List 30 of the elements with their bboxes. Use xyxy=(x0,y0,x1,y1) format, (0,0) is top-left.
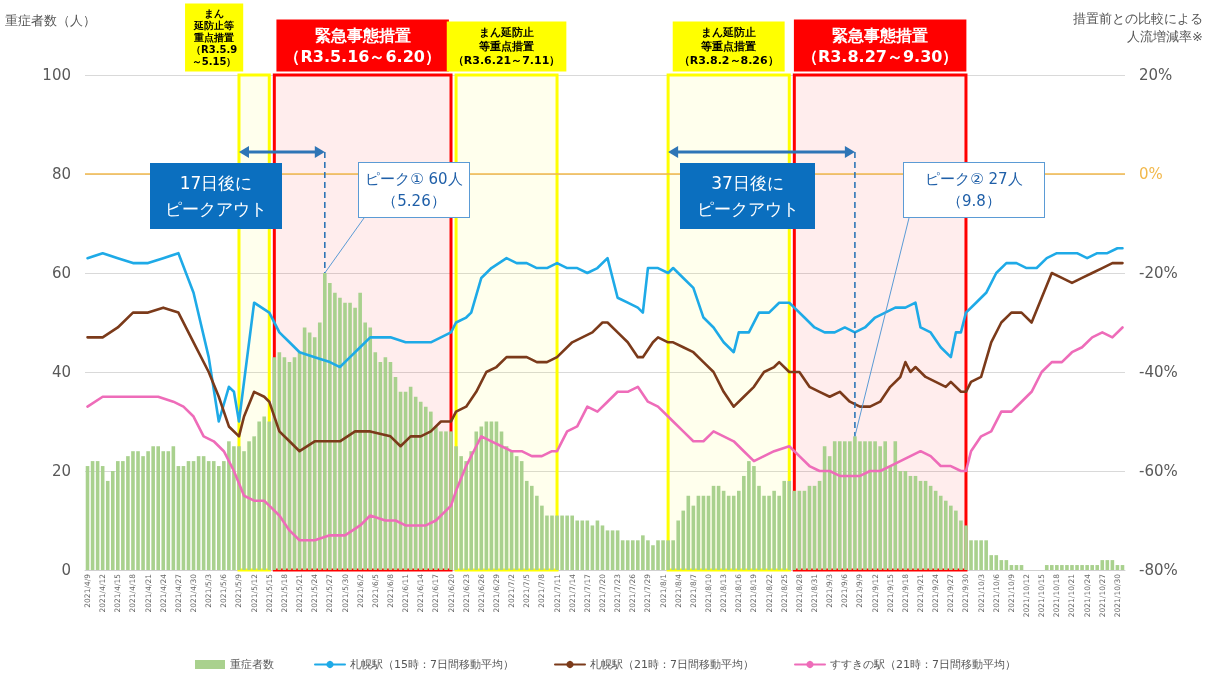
legend-label: 重症者数 xyxy=(230,658,275,671)
legend-label: 札幌駅（15時：7日間移動平均） xyxy=(350,658,515,671)
y-tick-label: 100 xyxy=(42,66,71,84)
annotation: 17日後にピークアウト xyxy=(150,163,282,229)
y2-tick-label: -40% xyxy=(1139,363,1178,381)
annotation: ピーク② 27人（9.8） xyxy=(903,162,1045,218)
annotation: 37日後にピークアウト xyxy=(680,163,815,229)
line-series xyxy=(86,261,1124,453)
y2-tick-label: -20% xyxy=(1139,264,1178,282)
y-tick-label: 80 xyxy=(51,165,71,183)
y2-axis-title: 措置前との比較による人流増減率※ xyxy=(1073,10,1203,44)
band-label: 緊急事態措置（R3.5.16～6.20） xyxy=(284,25,441,66)
legend-label: 札幌駅（21時：7日間移動平均） xyxy=(590,658,754,671)
y-tick-label: 60 xyxy=(51,264,71,282)
y-tick-label: 20 xyxy=(51,462,71,480)
band-label: まん延防止等重点措置（R3.5.9～5.15） xyxy=(191,8,238,67)
band-label: 緊急事態措置（R3.8.27～9.30） xyxy=(801,25,959,66)
band-label: まん延防止等重点措置（R3.6.21～7.11） xyxy=(452,26,561,67)
annotation: ピーク① 60人（5.26） xyxy=(358,162,470,218)
y2-tick-label: 20% xyxy=(1139,66,1173,84)
y2-tick-label: -80% xyxy=(1139,561,1178,579)
band-label: まん延防止等重点措置（R3.8.2～8.26） xyxy=(678,26,779,67)
y2-tick-label: 0% xyxy=(1139,165,1163,183)
y-tick-label: 40 xyxy=(51,363,71,381)
y-tick-label: 0 xyxy=(61,561,71,579)
line-series xyxy=(86,326,1124,542)
legend-label: すすきの駅（21時：7日間移動平均） xyxy=(830,658,1016,671)
line-series xyxy=(86,246,1124,423)
y2-tick-label: -60% xyxy=(1139,462,1178,480)
y-axis-title: 重症者数（人） xyxy=(5,13,96,28)
